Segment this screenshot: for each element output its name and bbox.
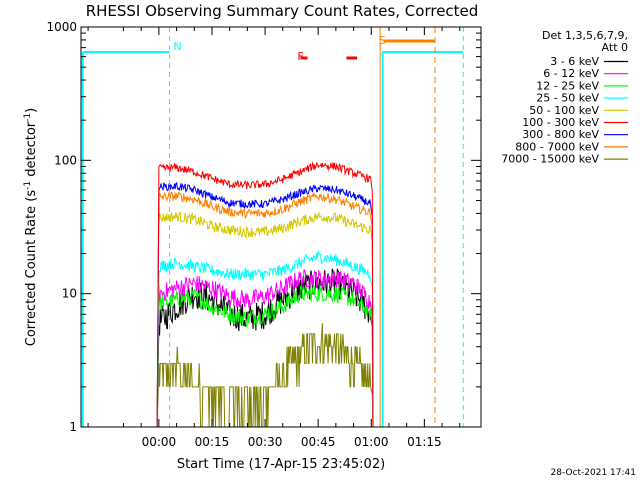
x-tick-label: 00:15	[195, 435, 230, 449]
series-line	[156, 267, 374, 428]
y-axis: 1 10 100 1000	[46, 20, 481, 434]
legend-entry-label: 25 - 50 keV	[536, 92, 599, 105]
y-tick-label: 10	[62, 287, 77, 301]
legend-entry-label: 12 - 25 keV	[536, 79, 599, 92]
series-line	[156, 191, 374, 428]
x-tick-label: 00:45	[301, 435, 336, 449]
series-line	[156, 249, 374, 428]
event-marker-label: F	[297, 50, 303, 63]
legend-entry-label: 6 - 12 keV	[543, 67, 599, 80]
y-tick-label: 100	[54, 153, 77, 167]
x-tick-label: 00:30	[248, 435, 283, 449]
legend-header-line-1: Det 1,3,5,6,7,9,	[542, 29, 628, 42]
series-layer	[156, 161, 374, 428]
x-tick-label: 01:00	[354, 435, 389, 449]
marker-layer: N F S	[81, 27, 464, 427]
footer-timestamp: 28-Oct-2021 17:41	[551, 468, 636, 478]
plot-frame	[80, 26, 482, 428]
series-line	[156, 211, 374, 428]
series-line	[156, 283, 374, 428]
chart-title: RHESSI Observing Summary Count Rates, Co…	[86, 2, 479, 20]
legend-entry-label: 300 - 800 keV	[522, 128, 599, 141]
x-tick-label: 01:15	[407, 435, 442, 449]
event-marker-label: S	[379, 34, 386, 47]
legend-entry-label: 3 - 6 keV	[550, 55, 599, 68]
series-line	[156, 161, 374, 428]
y-axis-label: Corrected Count Rate (s-1 detector-1)	[23, 108, 39, 346]
legend-entry-label: 100 - 300 keV	[522, 116, 599, 129]
legend-entry-label: 7000 - 15000 keV	[501, 153, 599, 166]
series-line	[156, 323, 374, 428]
series-line	[156, 269, 374, 428]
x-tick-label: 00:00	[142, 435, 177, 449]
legend-entry-label: 800 - 7000 keV	[515, 140, 599, 153]
x-axis: 00:00 00:15 00:30 00:45 01:00 01:15	[87, 27, 461, 449]
x-axis-label: Start Time (17-Apr-15 23:45:02)	[177, 457, 385, 472]
legend-header-line-2: Att 0	[602, 41, 628, 54]
legend-entry-label: 50 - 100 keV	[529, 104, 599, 117]
y-tick-label: 1	[69, 420, 77, 434]
series-line	[156, 182, 374, 428]
y-tick-label: 1000	[46, 20, 77, 34]
event-marker-label: N	[173, 40, 181, 53]
